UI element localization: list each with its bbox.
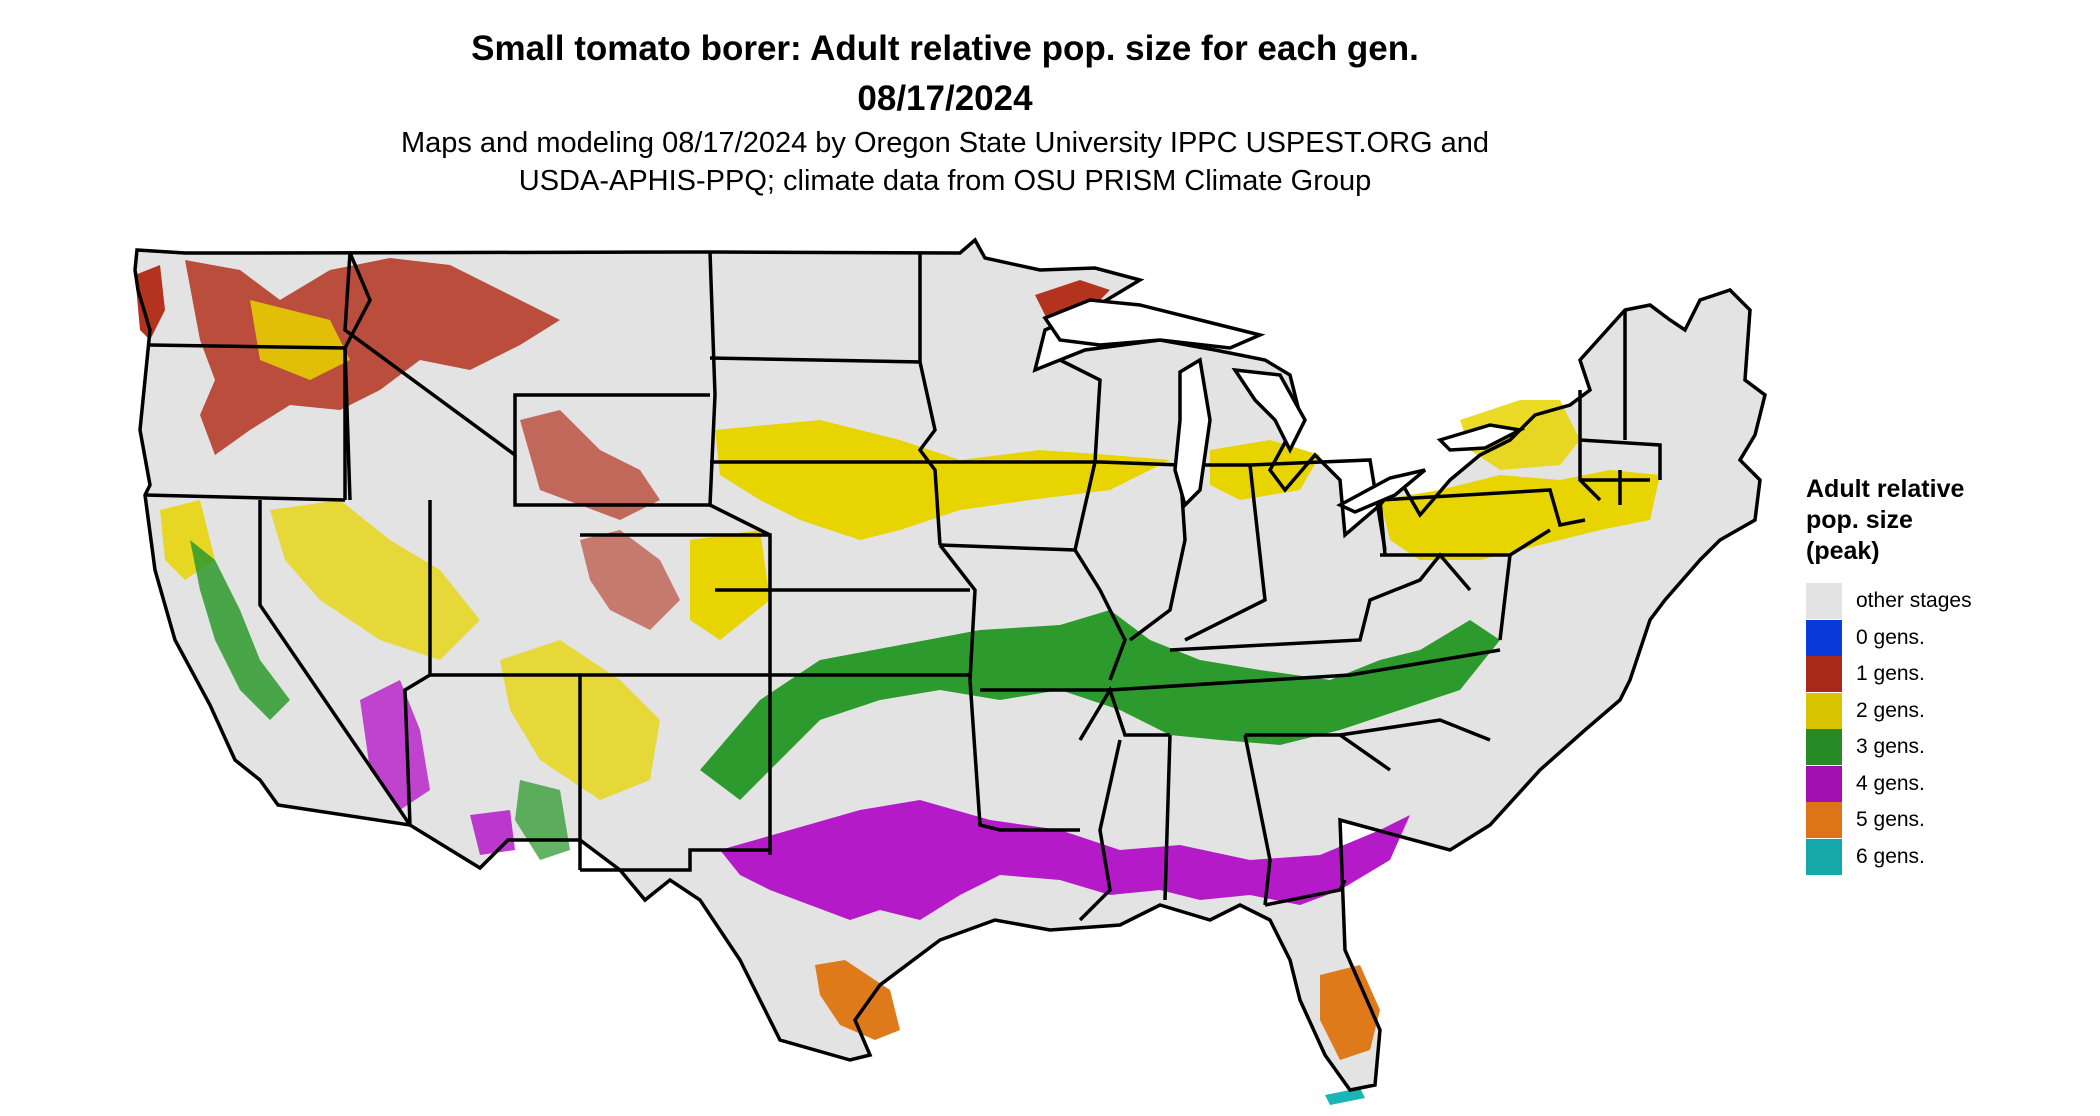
- legend-item-5-gens: 5 gens.: [1806, 802, 2066, 839]
- gen5-region-south-texas: [815, 960, 900, 1040]
- legend: Adult relative pop. size (peak) other st…: [1806, 474, 2066, 875]
- lake-huron: [1231, 367, 1307, 454]
- legend-item-4-gens: 4 gens.: [1806, 765, 2066, 803]
- gen6-region-florida-keys: [1325, 1088, 1365, 1105]
- lake-ontario: [1436, 423, 1526, 452]
- gen1-region-wyoming: [520, 410, 660, 520]
- title-line-1: Small tomato borer: Adult relative pop. …: [471, 29, 1419, 68]
- legend-item-1-gens: 1 gens.: [1806, 656, 2066, 693]
- gen5-region-south-florida: [1320, 965, 1380, 1060]
- legend-title: Adult relative pop. size (peak): [1806, 474, 2066, 567]
- legend-label: 0 gens.: [1856, 625, 1925, 649]
- legend-item-other-stages: other stages: [1806, 583, 2066, 620]
- map-title: Small tomato borer: Adult relative pop. …: [0, 24, 1890, 124]
- gen2-region-colorado-front: [690, 530, 770, 640]
- legend-swatch: [1806, 656, 1842, 693]
- subtitle-line-2: USDA-APHIS-PPQ; climate data from OSU PR…: [518, 165, 1372, 197]
- great-lakes: [1042, 298, 1526, 514]
- legend-swatch: [1806, 729, 1842, 766]
- legend-label: 3 gens.: [1856, 735, 1925, 759]
- legend-item-0-gens: 0 gens.: [1806, 619, 2066, 657]
- legend-swatch: [1806, 583, 1842, 620]
- legend-title-line-2: pop. size: [1806, 506, 1913, 534]
- legend-swatch: [1806, 692, 1842, 729]
- legend-swatch: [1806, 765, 1842, 802]
- gen2-region-idaho: [250, 300, 350, 380]
- gen2-region-new-york: [1460, 400, 1580, 470]
- legend-item-6-gens: 6 gens.: [1806, 838, 2066, 876]
- state-borders: [133, 237, 1767, 1092]
- gen2-region-great-plains: [715, 420, 1170, 540]
- legend-swatch: [1806, 802, 1842, 839]
- gen2-region-great-basin: [270, 500, 480, 660]
- generation-overlays: [135, 258, 1660, 1105]
- lake-erie: [1336, 468, 1427, 514]
- map-subtitle: Maps and modeling 08/17/2024 by Oregon S…: [0, 124, 1890, 200]
- legend-label: 5 gens.: [1856, 808, 1925, 832]
- legend-label: 2 gens.: [1856, 698, 1925, 722]
- legend-swatch: [1806, 619, 1842, 656]
- gen2-region-michigan: [1210, 440, 1320, 500]
- legend-title-line-1: Adult relative: [1806, 475, 1965, 503]
- legend-title-line-3: (peak): [1806, 537, 1880, 565]
- gen3-region-central-band: [700, 610, 1500, 800]
- legend-label: other stages: [1856, 589, 1972, 613]
- lake-michigan: [1173, 357, 1212, 509]
- legend-label: 4 gens.: [1856, 771, 1925, 795]
- gen3-region-california-valley: [190, 540, 290, 720]
- legend-label: 1 gens.: [1856, 662, 1925, 686]
- gen1-region-northwest-coast: [135, 265, 165, 340]
- lake-superior: [1042, 298, 1266, 350]
- subtitle-line-1: Maps and modeling 08/17/2024 by Oregon S…: [400, 127, 1490, 159]
- legend-item-3-gens: 3 gens.: [1806, 729, 2066, 766]
- title-line-2: 08/17/2024: [857, 79, 1033, 118]
- legend-label: 6 gens.: [1856, 844, 1925, 868]
- gen2-region-northeast: [1380, 470, 1660, 560]
- gen4-region-gulf-band: [720, 800, 1410, 920]
- legend-swatch: [1806, 838, 1842, 875]
- legend-item-2-gens: 2 gens.: [1806, 692, 2066, 730]
- gen1-region-colorado: [580, 530, 680, 630]
